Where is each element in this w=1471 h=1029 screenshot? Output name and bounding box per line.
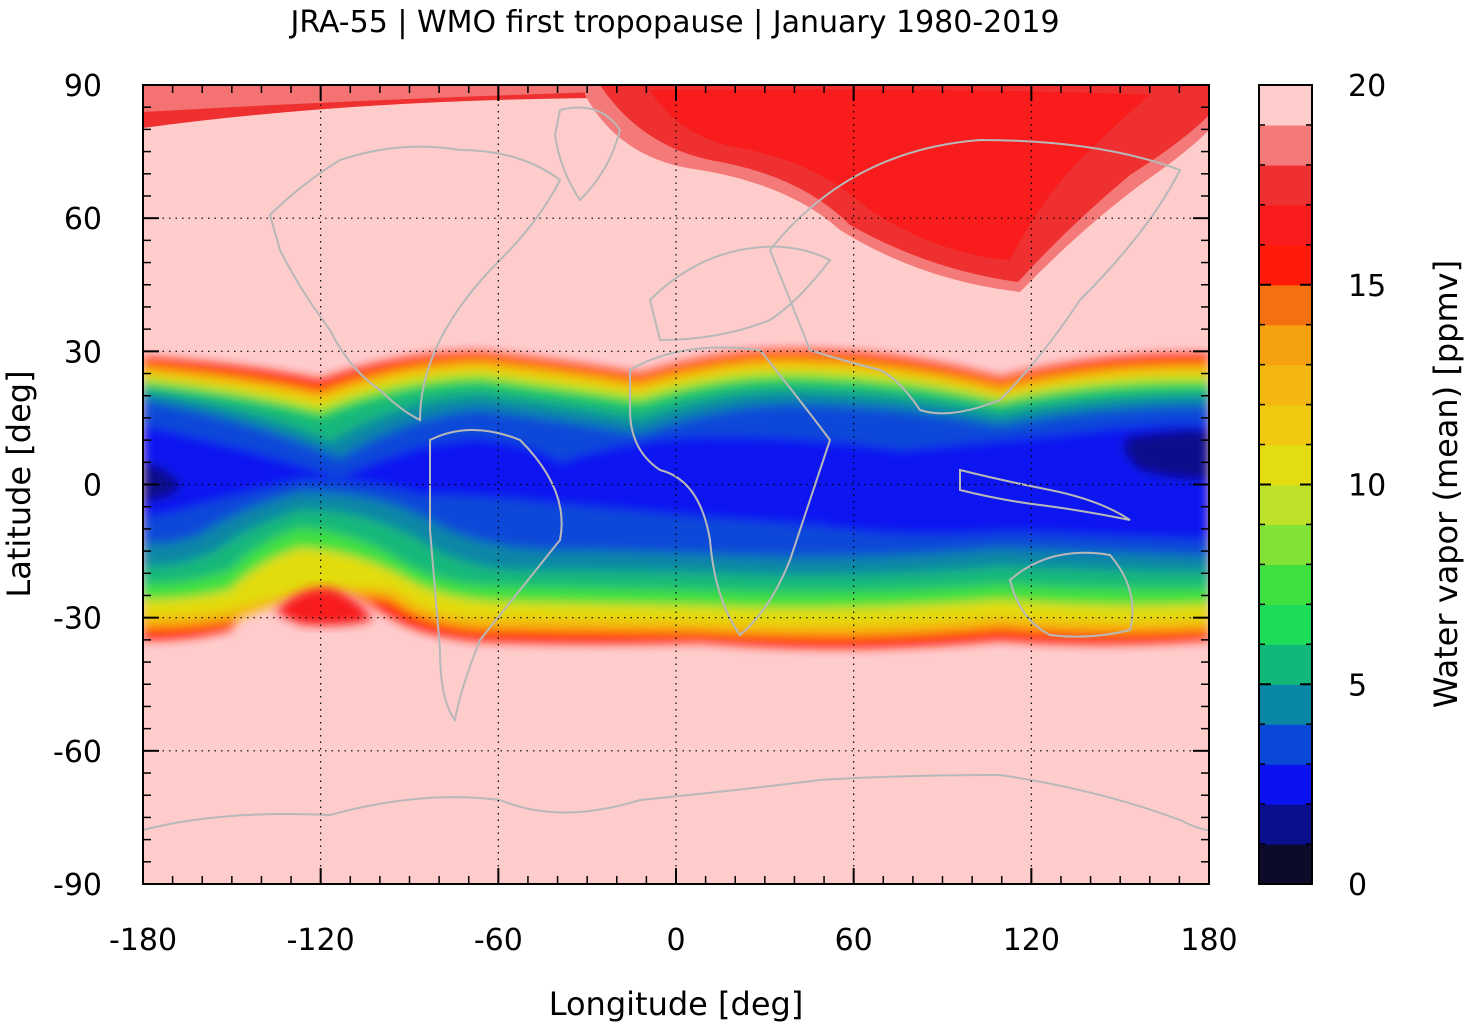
x-tick-label: -120: [287, 923, 355, 958]
colorbar-swatch: [1259, 844, 1312, 885]
colorbar-tick-label: 10: [1348, 469, 1386, 504]
colorbar-swatch: [1259, 604, 1312, 645]
colorbar-swatch: [1259, 244, 1312, 286]
x-tick-label: 120: [1003, 923, 1060, 958]
field-se-pacific-tongue: [275, 587, 372, 626]
colorbar-tick-label: 15: [1348, 269, 1386, 304]
colorbar-swatch: [1259, 724, 1312, 765]
colorbar-swatch: [1259, 444, 1312, 486]
x-tick-label: -180: [109, 923, 177, 958]
colorbar-swatch: [1259, 644, 1312, 685]
y-tick-label: 0: [83, 469, 102, 504]
coast-asia: [768, 138, 1182, 415]
axis-ticks: [142, 84, 1210, 885]
y-tick-labels: 90 60 30 0 -30 -60 -90: [53, 69, 102, 903]
colorbar-label: Water vapor (mean) [ppmv]: [1427, 260, 1465, 708]
x-tick-label: -60: [474, 923, 523, 958]
y-tick-label: 90: [64, 69, 102, 104]
colorbar-swatch: [1259, 204, 1312, 246]
colorbar-swatch: [1259, 324, 1312, 366]
colorbar-swatch: [1259, 164, 1312, 206]
colorbar-swatch: [1259, 764, 1312, 805]
y-tick-label: -60: [53, 735, 102, 770]
colorbar-swatch: [1259, 484, 1312, 526]
coast-australia: [1008, 551, 1134, 638]
y-tick-label: -30: [53, 602, 102, 637]
band-blue-dark-pacific: [1124, 429, 1209, 480]
colorbar-swatch: [1259, 404, 1312, 446]
colorbar-tick-label: 5: [1348, 668, 1367, 703]
y-tick-label: 30: [64, 335, 102, 370]
colorbar-tick-label: 0: [1348, 868, 1367, 903]
chart-title: JRA-55 | WMO first tropopause | January …: [288, 5, 1059, 40]
colorbar-swatch: [1259, 684, 1312, 725]
colorbar-swatch: [1259, 524, 1312, 565]
grid-lines: [143, 85, 1209, 884]
coast-antarctica: [143, 773, 1209, 831]
coast-africa: [629, 346, 832, 637]
coast-south-america: [429, 429, 563, 723]
x-tick-label: 0: [666, 923, 685, 958]
coast-europe: [648, 245, 832, 342]
colorbar-swatch: [1259, 364, 1312, 406]
colorbar-tick-labels: 20 15 10 5 0: [1348, 69, 1386, 903]
field-arctic-band: [143, 85, 600, 112]
x-tick-label: 60: [835, 923, 873, 958]
y-tick-label: -90: [53, 868, 102, 903]
colorbar-swatch: [1259, 564, 1312, 605]
y-tick-label: 60: [64, 202, 102, 237]
colorbar-ticks: [1259, 84, 1312, 885]
coast-greenland: [553, 106, 622, 202]
y-axis-label: Latitude [deg]: [0, 370, 38, 597]
colorbar-swatch: [1259, 85, 1312, 126]
coastlines: [143, 106, 1209, 831]
x-tick-label: 180: [1180, 923, 1237, 958]
colorbar-tick-label: 20: [1348, 69, 1386, 104]
coast-north-america: [268, 145, 562, 422]
x-axis-label: Longitude [deg]: [549, 985, 804, 1023]
x-tick-labels: -180 -120 -60 0 60 120 180: [109, 923, 1238, 958]
band-blue-dark-dateline: [143, 462, 182, 502]
coast-indonesia: [959, 468, 1131, 521]
colorbar-swatch: [1259, 804, 1312, 845]
colorbar-swatch: [1259, 124, 1312, 166]
field-eurasia-inner: [650, 89, 1150, 260]
colorbar: [1259, 85, 1312, 885]
colorbar-swatch: [1259, 284, 1312, 326]
